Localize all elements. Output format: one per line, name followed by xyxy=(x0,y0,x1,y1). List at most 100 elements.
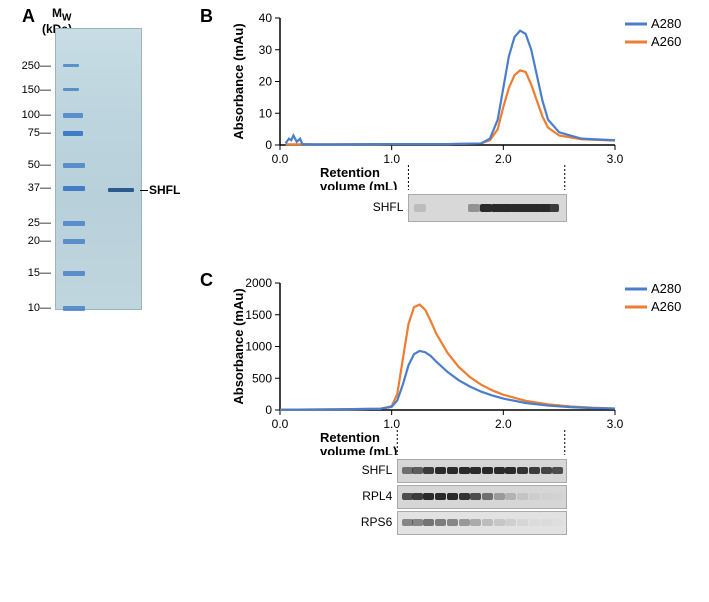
blot-band xyxy=(402,519,413,526)
blot-band xyxy=(470,493,481,500)
panel-c-blot-strip xyxy=(397,459,567,483)
blot-band xyxy=(435,519,446,526)
panel-c-label: C xyxy=(200,270,213,291)
mw-tick-label: 37— xyxy=(21,182,51,194)
shfl-sample-label-text: SHFL xyxy=(149,183,180,197)
blot-band xyxy=(412,467,423,474)
legend-label: A280 xyxy=(651,281,681,296)
blot-band xyxy=(447,493,458,500)
chart-svg: 05001000150020000.01.02.03.0Absorbance (… xyxy=(225,275,705,455)
blot-band xyxy=(414,204,426,212)
panel-c-blot-strip xyxy=(397,485,567,509)
blot-band xyxy=(482,519,493,526)
svg-text:3.0: 3.0 xyxy=(607,152,624,166)
gel-image xyxy=(55,28,142,310)
mw-tick-label: 75— xyxy=(21,127,51,139)
blot-band xyxy=(470,519,481,526)
mw-tick-label: 20— xyxy=(21,235,51,247)
svg-text:30: 30 xyxy=(259,43,273,57)
blot-band xyxy=(423,467,434,474)
panel-c-blot-label: RPS6 xyxy=(347,515,392,529)
shfl-tick-line xyxy=(140,190,148,191)
mw-marker-band xyxy=(63,306,85,311)
blot-band xyxy=(459,519,470,526)
panel-b-blot-strip xyxy=(408,194,566,222)
mw-marker-band xyxy=(63,64,79,67)
blot-band xyxy=(423,493,434,500)
chart-c: 05001000150020000.01.02.03.0Absorbance (… xyxy=(225,275,705,455)
blot-band xyxy=(447,519,458,526)
svg-text:2.0: 2.0 xyxy=(495,152,512,166)
blot-band xyxy=(517,467,528,474)
blot-band xyxy=(468,204,480,212)
mw-tick-label: 15— xyxy=(21,267,51,279)
svg-text:0: 0 xyxy=(265,138,272,152)
mw-tick-label: 10— xyxy=(21,302,51,314)
svg-text:20: 20 xyxy=(259,75,273,89)
shfl-sample-band xyxy=(108,188,134,192)
svg-text:1.0: 1.0 xyxy=(383,417,400,431)
svg-text:10: 10 xyxy=(259,106,273,120)
blot-band xyxy=(541,493,552,500)
mw-marker-band xyxy=(63,163,85,168)
panel-c-blot-label: SHFL xyxy=(347,463,392,477)
blot-band xyxy=(402,493,413,500)
mw-tick-label: 100— xyxy=(21,109,51,121)
blot-band xyxy=(435,493,446,500)
blot-band xyxy=(459,493,470,500)
mw-marker-band xyxy=(63,186,85,191)
svg-text:1.0: 1.0 xyxy=(383,152,400,166)
panel-c-blot-strip xyxy=(397,511,567,535)
blot-band xyxy=(517,519,528,526)
svg-text:2000: 2000 xyxy=(245,276,272,290)
blot-band xyxy=(470,467,481,474)
mw-header: MW xyxy=(52,6,71,23)
blot-band xyxy=(552,519,563,526)
mw-marker-band xyxy=(63,131,83,136)
blot-band xyxy=(541,519,552,526)
svg-text:1500: 1500 xyxy=(245,308,272,322)
blot-band xyxy=(423,519,434,526)
mw-tick-label: 150— xyxy=(21,84,51,96)
series-a280 xyxy=(280,351,615,410)
blot-band xyxy=(547,204,559,212)
mw-marker-band xyxy=(63,239,85,244)
panel-b-label: B xyxy=(200,6,213,27)
blot-band xyxy=(494,467,505,474)
blot-band xyxy=(529,493,540,500)
mw-marker-band xyxy=(63,271,85,276)
svg-text:0: 0 xyxy=(265,403,272,417)
svg-text:0.0: 0.0 xyxy=(272,152,289,166)
panel-c-blot-label: RPL4 xyxy=(347,489,392,503)
svg-text:Absorbance (mAu): Absorbance (mAu) xyxy=(231,23,246,139)
blot-band xyxy=(435,467,446,474)
svg-text:volume (mL): volume (mL) xyxy=(320,179,397,190)
blot-band xyxy=(505,467,516,474)
mw-marker-band xyxy=(63,113,83,118)
legend-label: A280 xyxy=(651,16,681,31)
series-a280 xyxy=(286,31,615,145)
blot-band xyxy=(529,467,540,474)
svg-text:Retention: Retention xyxy=(320,165,380,180)
blot-band xyxy=(505,519,516,526)
svg-text:volume (mL): volume (mL) xyxy=(320,444,397,455)
series-a260 xyxy=(280,305,615,410)
blot-band xyxy=(505,493,516,500)
blot-band xyxy=(494,493,505,500)
blot-band xyxy=(412,519,423,526)
svg-text:40: 40 xyxy=(259,11,273,25)
blot-band xyxy=(552,493,563,500)
mw-marker-band xyxy=(63,88,79,91)
svg-text:Retention: Retention xyxy=(320,430,380,445)
legend-label: A260 xyxy=(651,34,681,49)
svg-text:3.0: 3.0 xyxy=(607,417,624,431)
mw-header-m: M xyxy=(52,6,62,20)
chart-b: 0 10 20 30 40 0.0 1.0 2.0 3.0 Absorbance (mAu) Ret… xyxy=(225,10,705,190)
chart-svg: 0 10 20 30 40 0.0 1.0 2.0 3.0 Absorbance (mAu) Ret… xyxy=(225,10,705,190)
blot-band xyxy=(412,493,423,500)
mw-marker-band xyxy=(63,221,85,226)
blot-band xyxy=(541,467,552,474)
mw-tick-label: 250— xyxy=(21,60,51,72)
legend-label: A260 xyxy=(651,299,681,314)
blot-band xyxy=(482,467,493,474)
